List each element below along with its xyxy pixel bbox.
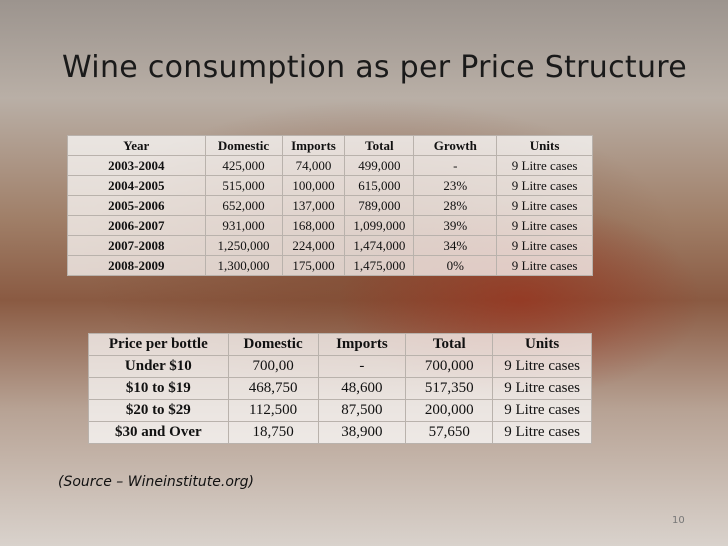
table-cell: 9 Litre cases — [492, 421, 592, 444]
table-row: Under $10 700,00-700,000 9 Litre cases — [88, 355, 592, 378]
table-cell: 9 Litre cases — [496, 255, 593, 276]
header-cell: Units — [496, 135, 593, 156]
table-cell: 87,500 — [317, 399, 407, 422]
header-cell: Imports — [281, 135, 346, 156]
table-by-price: Price per bottle Domestic Imports Total Unit… — [88, 333, 592, 444]
table-cell: 9 Litre cases — [496, 155, 593, 176]
page-number: 10 — [672, 515, 685, 526]
table-cell: 28% — [413, 195, 498, 216]
table-cell: 112,500 — [227, 399, 319, 422]
table-row: 2008-2009 1,300,000 175,000 1,475,000 0% 9 Li… — [67, 255, 593, 276]
table-cell: 700,00 — [227, 355, 319, 378]
table-cell: Under $10 — [88, 355, 229, 378]
table-cell: 2006-2007 — [67, 215, 206, 236]
table-cell: 615,000 — [344, 175, 415, 196]
source-note: (Source – Wineinstitute.org) — [58, 474, 254, 490]
header-cell: Total — [405, 333, 494, 356]
table-cell: 9 Litre cases — [496, 235, 593, 256]
table-row: $30 and Over 18,750 38,900 57,650 9 Litre ca… — [88, 421, 592, 444]
table-cell: 425,000 — [204, 155, 283, 176]
table-cell: 74,000 — [281, 155, 346, 176]
table-cell: 2003-2004 — [67, 155, 206, 176]
table-cell: $10 to $19 — [88, 377, 229, 400]
slide-title: Wine consumption as per Price Structure — [62, 50, 688, 85]
table-cell: 34% — [413, 235, 498, 256]
table-cell: 168,000 — [281, 215, 346, 236]
table-row: 2005-2006 652,000 137,000 789,000 28% 9 Litre… — [67, 195, 593, 216]
table-cell: 499,000 — [344, 155, 415, 176]
table-cell: 517,350 — [405, 377, 494, 400]
table-cell: 2004-2005 — [67, 175, 206, 196]
table-row: $10 to $19 468,750 48,600 517,350 9 Litre ca… — [88, 377, 592, 400]
table-cell: 38,900 — [317, 421, 407, 444]
table-cell: 39% — [413, 215, 498, 236]
table-cell: 1,300,000 — [204, 255, 283, 276]
header-row: Year Domestic Imports Total Growth Units — [67, 135, 593, 156]
table-row: 2004-2005 515,000 100,000 615,000 23% 9 Litre… — [67, 175, 593, 196]
table-row: $20 to $29 112,500 87,500 200,000 9 Litre ca… — [88, 399, 592, 422]
table-cell: 9 Litre cases — [496, 175, 593, 196]
table-cell: 57,650 — [405, 421, 494, 444]
header-cell: Domestic — [227, 333, 319, 356]
table-row: 2006-2007 931,000 168,000 1,099,000 39% 9 Lit… — [67, 215, 593, 236]
table-cell: 224,000 — [281, 235, 346, 256]
table-cell: 700,000 — [405, 355, 494, 378]
header-cell: Total — [344, 135, 415, 156]
table-cell: 2008-2009 — [67, 255, 206, 276]
table-cell: 468,750 — [227, 377, 319, 400]
table-cell: 18,750 — [227, 421, 319, 444]
table-cell: 515,000 — [204, 175, 283, 196]
table-cell: 0% — [413, 255, 498, 276]
table-cell: 23% — [413, 175, 498, 196]
table-cell: 9 Litre cases — [496, 195, 593, 216]
table-cell: 931,000 — [204, 215, 283, 236]
header-cell: Year — [67, 135, 206, 156]
table-cell: 1,099,000 — [344, 215, 415, 236]
table-cell: 137,000 — [281, 195, 346, 216]
table-cell: 9 Litre cases — [492, 399, 592, 422]
table-by-year: Year Domestic Imports Total Growth Units 2003-… — [67, 135, 593, 276]
table-cell: 9 Litre cases — [492, 355, 592, 378]
header-cell: Domestic — [204, 135, 283, 156]
header-cell: Growth — [413, 135, 498, 156]
table-cell: 9 Litre cases — [492, 377, 592, 400]
table-cell: 2007-2008 — [67, 235, 206, 256]
table-cell: 1,250,000 — [204, 235, 283, 256]
table-cell: 1,475,000 — [344, 255, 415, 276]
table-cell: 652,000 — [204, 195, 283, 216]
table-cell: - — [413, 155, 498, 176]
table-cell: 1,474,000 — [344, 235, 415, 256]
table-cell: 2005-2006 — [67, 195, 206, 216]
table-row: 2007-2008 1,250,000 224,000 1,474,000 34% 9 L… — [67, 235, 593, 256]
table-row: 2003-2004 425,000 74,000 499,000-9 Litre ca… — [67, 155, 593, 176]
table-cell: 200,000 — [405, 399, 494, 422]
table-cell: 789,000 — [344, 195, 415, 216]
header-cell: Units — [492, 333, 592, 356]
header-cell: Price per bottle — [88, 333, 229, 356]
table-cell: 9 Litre cases — [496, 215, 593, 236]
table-cell: 100,000 — [281, 175, 346, 196]
table-cell: 175,000 — [281, 255, 346, 276]
table-cell: - — [317, 355, 407, 378]
table-cell: 48,600 — [317, 377, 407, 400]
table-cell: $20 to $29 — [88, 399, 229, 422]
table-cell: $30 and Over — [88, 421, 229, 444]
header-cell: Imports — [317, 333, 407, 356]
header-row: Price per bottle Domestic Imports Total Unit… — [88, 333, 592, 356]
